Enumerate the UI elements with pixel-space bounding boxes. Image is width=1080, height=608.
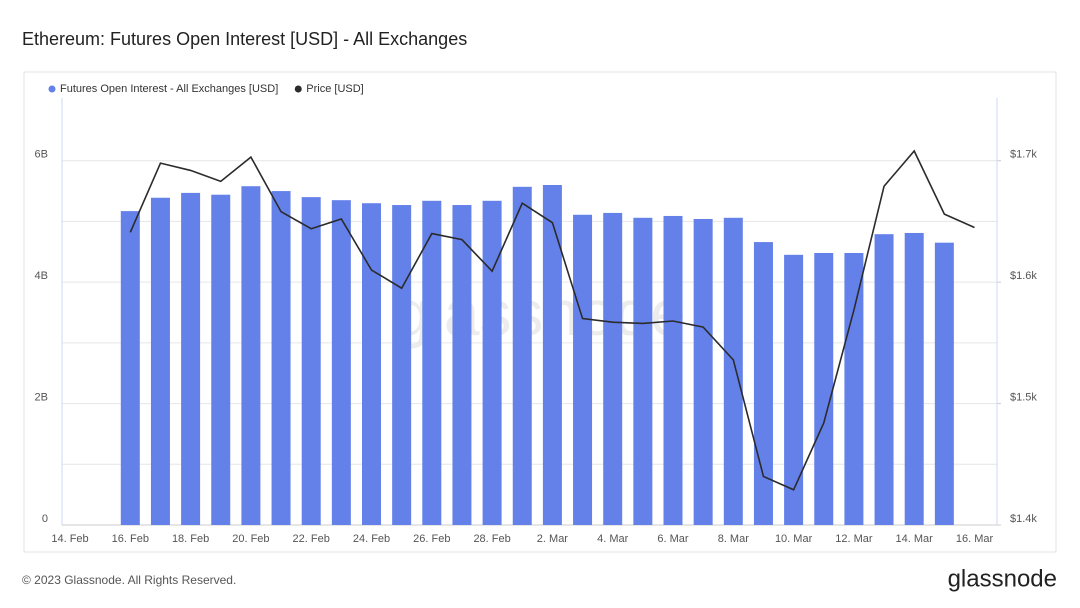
y-tick-label: 4B xyxy=(35,270,48,282)
y-tick-label: 6B xyxy=(35,149,48,161)
bar xyxy=(693,219,713,525)
x-tick-label: 6. Mar xyxy=(657,533,689,545)
bar xyxy=(603,212,623,525)
x-tick-label: 2. Mar xyxy=(537,533,569,545)
bar xyxy=(362,203,381,525)
bar xyxy=(271,191,291,526)
bar xyxy=(422,200,442,526)
bar xyxy=(392,205,412,526)
y2-tick-label: $1.6k xyxy=(1010,270,1037,282)
x-tick-label: 28. Feb xyxy=(473,533,510,545)
bar xyxy=(211,194,231,525)
x-tick-label: 8. Mar xyxy=(718,533,750,545)
legend-marker xyxy=(48,85,56,93)
chart-frame xyxy=(23,71,1057,553)
x-tick-label: 12. Mar xyxy=(835,533,873,545)
x-tick-label: 16. Mar xyxy=(956,533,994,545)
x-tick-label: 14. Feb xyxy=(51,533,88,545)
price-line xyxy=(129,149,975,491)
bar xyxy=(512,186,532,526)
y2-tick-label: $1.4k xyxy=(1010,513,1037,525)
bar xyxy=(573,214,593,525)
x-tick-label: 18. Feb xyxy=(172,533,209,545)
x-tick-label: 22. Feb xyxy=(293,533,330,545)
bar xyxy=(784,254,804,526)
legend-label: Price [USD] xyxy=(306,83,363,95)
bar xyxy=(331,200,351,525)
bar xyxy=(241,186,261,525)
logo: glassnode xyxy=(948,565,1057,592)
bar xyxy=(814,253,834,525)
y-tick-label: 2B xyxy=(35,391,48,403)
bar xyxy=(452,205,472,526)
bar xyxy=(150,197,170,525)
x-tick-label: 26. Feb xyxy=(413,533,450,545)
bar xyxy=(844,253,864,525)
bar xyxy=(904,232,924,525)
bar xyxy=(301,197,321,525)
footer: © 2023 Glassnode. All Rights Reserved. xyxy=(22,573,236,587)
legend-marker xyxy=(294,85,302,93)
bar xyxy=(482,200,502,526)
bar xyxy=(120,211,140,525)
x-tick-label: 20. Feb xyxy=(232,533,269,545)
y2-tick-label: $1.7k xyxy=(1010,149,1037,161)
x-tick-label: 4. Mar xyxy=(597,533,629,545)
bar xyxy=(663,215,683,525)
legend-label: Futures Open Interest - All Exchanges [U… xyxy=(60,83,278,95)
x-tick-label: 24. Feb xyxy=(353,533,390,545)
bar xyxy=(723,217,743,526)
bar xyxy=(753,242,773,526)
y-tick-label: 0 xyxy=(42,513,48,525)
chart-title: Ethereum: Futures Open Interest [USD] - … xyxy=(22,29,467,49)
y2-tick-label: $1.5k xyxy=(1010,391,1037,403)
bar xyxy=(934,242,954,525)
x-tick-label: 10. Mar xyxy=(775,533,813,545)
bar xyxy=(633,217,653,526)
bar xyxy=(181,192,201,525)
bar xyxy=(542,185,562,525)
x-tick-label: 14. Mar xyxy=(896,533,934,545)
bar xyxy=(874,234,894,525)
x-tick-label: 16. Feb xyxy=(112,533,149,545)
